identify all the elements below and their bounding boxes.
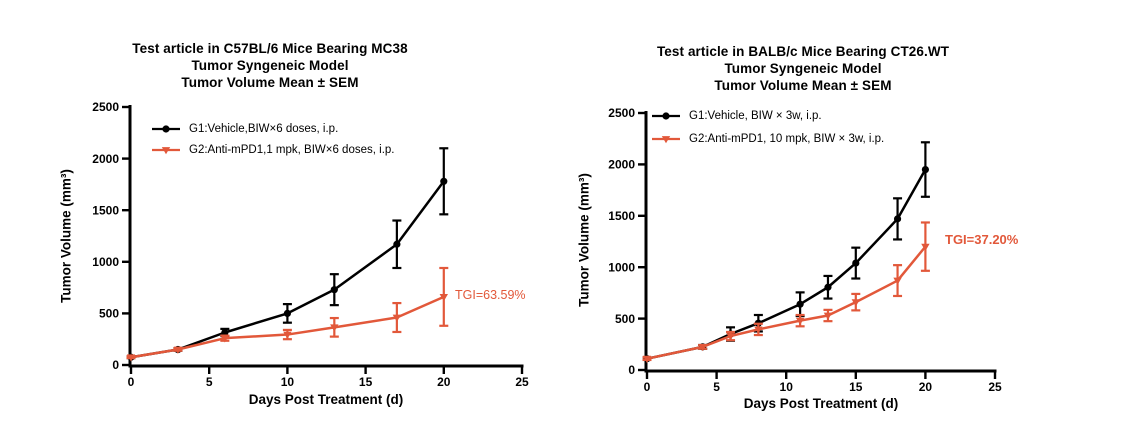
y-tick-label: 2500 xyxy=(92,100,119,114)
right-chart-y-axis-label: Tumor Volume (mm³) xyxy=(576,173,592,307)
series-line xyxy=(646,168,927,360)
x-tick-label: 0 xyxy=(128,375,135,389)
data-point-marker xyxy=(754,326,763,334)
data-point-marker xyxy=(173,346,183,354)
left-legend-g2-marker-icon xyxy=(152,146,180,154)
data-point-marker xyxy=(392,314,402,322)
y-tick-label: 1500 xyxy=(92,203,119,217)
data-point-marker xyxy=(921,243,930,251)
series-line xyxy=(646,245,927,360)
right-chart-title-line2: Tumor Syngeneic Model xyxy=(724,61,882,76)
series-g1 xyxy=(642,141,930,363)
data-point-marker xyxy=(893,277,902,285)
data-point-marker xyxy=(893,215,902,223)
x-tick-label: 25 xyxy=(988,380,1002,394)
right-legend-g2-marker-icon xyxy=(652,135,680,143)
legend-marker-glyph xyxy=(161,146,171,154)
right-chart-x-axis-label: Days Post Treatment (d) xyxy=(743,396,899,411)
data-point-marker xyxy=(220,335,230,343)
data-point-marker xyxy=(726,333,735,341)
left-legend-g1-label: G1:Vehicle,BIW×6 doses, i.p. xyxy=(189,122,339,135)
data-point-marker xyxy=(221,328,229,337)
legend-marker-glyph xyxy=(662,111,670,120)
left-chart-y-axis-label: Tumor Volume (mm³) xyxy=(58,169,74,303)
left-chart-plot: 0 500 1000 1500 2000 2500 0 5 10 15 20 25 xyxy=(92,100,529,389)
data-point-marker xyxy=(796,300,804,308)
data-point-marker xyxy=(642,355,652,363)
right-chart-title: Test article in BALB/c Mice Bearing CT26… xyxy=(593,43,1013,94)
left-chart-x-axis-label: Days Post Treatment (d) xyxy=(248,392,404,407)
x-tick-label: 15 xyxy=(359,375,373,389)
left-chart-legend: G1:Vehicle,BIW×6 doses, i.p. G2:Anti-mPD… xyxy=(151,118,394,160)
series-g2 xyxy=(642,221,930,363)
x-tick-label: 20 xyxy=(437,375,451,389)
right-legend-item-g2: G2:Anti-mPD1, 10 mpk, BIW × 3w, i.p. xyxy=(651,127,884,150)
y-tick-label: 0 xyxy=(112,358,119,372)
data-point-marker xyxy=(698,343,707,352)
x-tick-label: 0 xyxy=(644,380,651,394)
data-point-marker xyxy=(126,354,136,362)
x-tick-label: 5 xyxy=(713,380,720,394)
right-legend-item-g1: G1:Vehicle, BIW × 3w, i.p. xyxy=(651,104,884,127)
right-chart-title-line1: Test article in BALB/c Mice Bearing CT26… xyxy=(656,44,950,59)
right-chart-plot: 0 500 1000 1500 2000 2500 0 5 10 15 20 25 xyxy=(608,106,1002,394)
left-chart-title: Test article in C57BL/6 Mice Bearing MC3… xyxy=(60,40,480,91)
left-legend-g2-label: G2:Anti-mPD1,1 mpk, BIW×6 doses, i.p. xyxy=(189,143,395,156)
y-tick-label: 1500 xyxy=(608,209,635,223)
legend-marker-glyph xyxy=(162,124,170,133)
data-point-marker xyxy=(823,312,833,320)
data-point-marker xyxy=(852,259,860,267)
x-tick-label: 15 xyxy=(849,380,863,394)
y-tick-label: 500 xyxy=(615,312,635,326)
y-tick-label: 2000 xyxy=(608,158,635,172)
x-tick-label: 5 xyxy=(206,375,213,389)
data-point-marker xyxy=(393,240,401,248)
y-tick-label: 2000 xyxy=(92,152,119,166)
right-chart-title-line3: Tumor Volume Mean ± SEM xyxy=(714,78,892,93)
data-point-marker xyxy=(283,331,292,339)
axes: 0 500 1000 1500 2000 2500 0 5 10 15 20 25 xyxy=(92,100,529,389)
x-tick-label: 10 xyxy=(281,375,295,389)
left-chart-tgi-annotation: TGI=63.59% xyxy=(455,288,526,302)
right-legend-g1-label: G1:Vehicle, BIW × 3w, i.p. xyxy=(689,109,822,122)
y-tick-label: 1000 xyxy=(608,260,635,274)
x-tick-label: 20 xyxy=(919,380,933,394)
data-point-marker xyxy=(795,317,805,325)
data-point-marker xyxy=(330,324,339,332)
left-legend-g1-marker-icon xyxy=(152,124,180,133)
data-point-marker xyxy=(283,309,291,317)
right-chart-tgi-annotation: TGI=37.20% xyxy=(945,232,1019,247)
left-legend-item-g1: G1:Vehicle,BIW×6 doses, i.p. xyxy=(151,118,394,139)
data-point-marker xyxy=(440,177,448,185)
right-legend-g2-label: G2:Anti-mPD1, 10 mpk, BIW × 3w, i.p. xyxy=(689,132,885,145)
data-point-marker xyxy=(921,165,930,174)
right-chart-legend: G1:Vehicle, BIW × 3w, i.p. G2:Anti-mPD1,… xyxy=(651,104,884,150)
data-point-marker xyxy=(439,293,448,302)
left-chart-title-line2: Tumor Syngeneic Model xyxy=(191,58,349,73)
left-legend-item-g2: G2:Anti-mPD1,1 mpk, BIW×6 doses, i.p. xyxy=(151,139,394,160)
y-tick-label: 1000 xyxy=(92,255,119,269)
y-tick-label: 2500 xyxy=(608,106,635,120)
x-tick-label: 25 xyxy=(515,375,529,389)
left-chart-title-line3: Tumor Volume Mean ± SEM xyxy=(181,75,359,90)
axes: 0 500 1000 1500 2000 2500 0 5 10 15 20 25 xyxy=(608,106,1002,394)
right-legend-g1-marker-icon xyxy=(652,111,680,120)
data-point-marker xyxy=(824,283,832,291)
series-g2 xyxy=(126,266,449,362)
data-point-marker xyxy=(330,286,338,294)
y-tick-label: 0 xyxy=(628,363,635,377)
legend-marker-glyph xyxy=(661,135,671,143)
x-tick-label: 10 xyxy=(780,380,794,394)
data-point-marker xyxy=(851,299,860,307)
y-tick-label: 500 xyxy=(99,307,119,321)
left-chart-title-line1: Test article in C57BL/6 Mice Bearing MC3… xyxy=(132,41,408,56)
